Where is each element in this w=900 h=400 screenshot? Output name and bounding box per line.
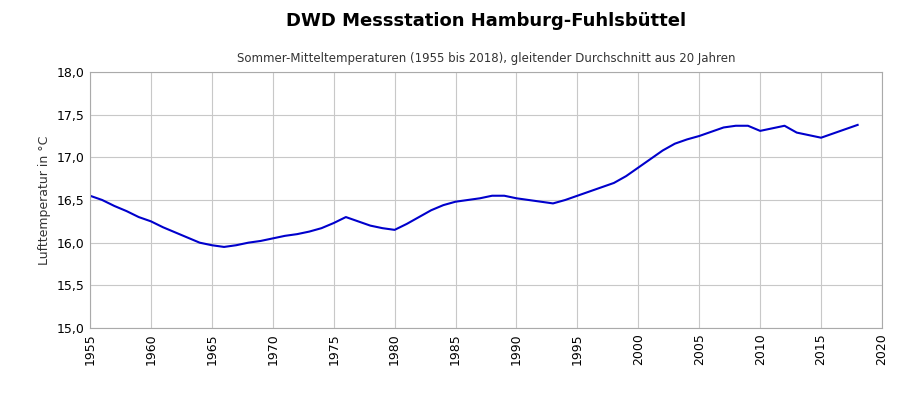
Text: Sommer-Mitteltemperaturen (1955 bis 2018), gleitender Durchschnitt aus 20 Jahren: Sommer-Mitteltemperaturen (1955 bis 2018…	[237, 52, 735, 65]
Y-axis label: Lufttemperatur in °C: Lufttemperatur in °C	[38, 135, 51, 265]
Text: DWD Messstation Hamburg-Fuhlsbüttel: DWD Messstation Hamburg-Fuhlsbüttel	[286, 12, 686, 30]
